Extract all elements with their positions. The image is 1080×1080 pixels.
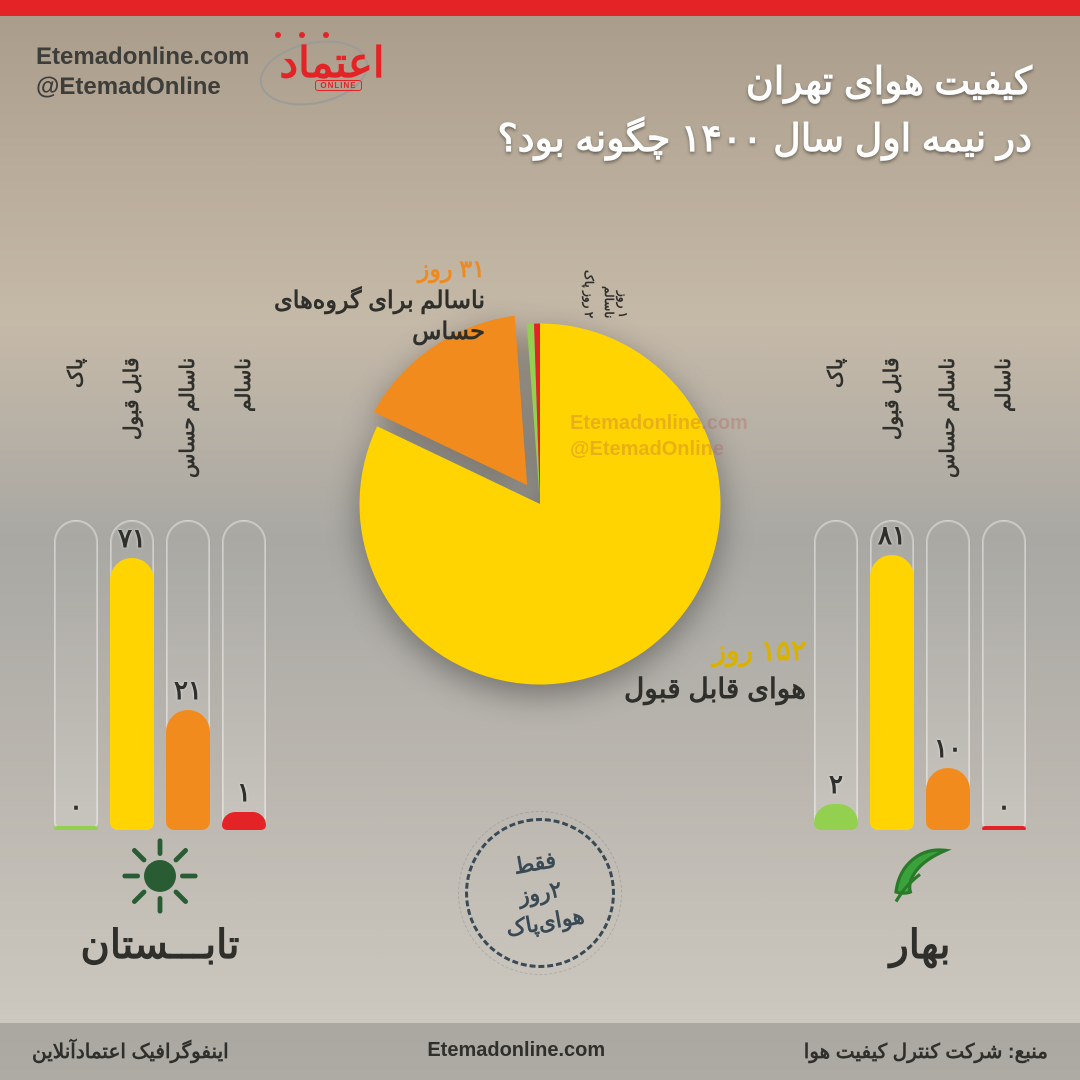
footer: منبع: شرکت کنترل کیفیت هوا Etemadonline.… [0,1023,1080,1080]
logo-glyph: اعتماد ONLINE [259,36,379,108]
stamp-l3: هوای‌پاک [504,901,587,944]
bar-value: ۱۰ [934,733,962,764]
title-line-1: کیفیت هوای تهران [497,54,1032,111]
bar-ok-summer: قابل قبول ۷۱ [106,358,158,830]
bar-value: ۰ [69,791,83,822]
bar-unhealthy-summer: ناسالم ۱ [218,358,270,830]
pie-label-clean: ۲ روز پاک [582,258,596,318]
bars-summer: پاک ۰ قابل قبول ۷۱ ناسالم حساس ۲۱ ناسالم… [40,358,280,830]
leaf-icon [880,836,960,916]
bar-label: پاک [824,358,848,508]
footer-center: Etemadonline.com [427,1039,605,1064]
pie-label-unhealthy: ۱ روز ناسالم [602,258,630,318]
page-title: کیفیت هوای تهران در نیمه اول سال ۱۴۰۰ چگ… [497,54,1032,168]
bars-spring: پاک ۲ قابل قبول ۸۱ ناسالم حساس ۱۰ ناسالم… [800,358,1040,830]
footer-source: منبع: شرکت کنترل کیفیت هوا [804,1039,1048,1064]
pie-chart: ۳۱ روز ناسالم برای گروه‌های حساس ۲ روز پ… [350,314,730,694]
bar-value: ۲۱ [174,675,202,706]
bar-label: ناسالم حساس [176,358,200,508]
bar-label: ناسالم [232,358,256,508]
bar-fill [926,768,970,830]
bar-fill [870,555,914,830]
bar-clean-summer: پاک ۰ [50,358,102,830]
bar-label: پاک [64,358,88,508]
bar-value: ۷۱ [118,523,146,554]
title-line-2: در نیمه اول سال ۱۴۰۰ چگونه بود؟ [497,111,1032,168]
stamp-l2: ۲روز [499,872,582,915]
bar-ok-spring: قابل قبول ۸۱ [866,358,918,830]
pie-label-sensitive: ۳۱ روز ناسالم برای گروه‌های حساس [274,254,485,348]
bar-fill [110,558,154,830]
bar-label: ناسالم [992,358,1016,508]
bar-label: قابل قبول [880,358,904,508]
bar-value: ۲ [829,769,843,800]
bar-unhealthy-spring: ناسالم ۰ [978,358,1030,830]
bar-fill [814,804,858,830]
bar-value: ۱ [237,777,251,808]
bar-fill [222,812,266,830]
stamp-l1: فقط [493,842,576,885]
pie-label-ok: ۱۵۲ روز هوای قابل قبول [624,632,806,708]
bar-fill [982,826,1026,830]
bar-sensitive-spring: ناسالم حساس ۱۰ [922,358,974,830]
logo-block: اعتماد ONLINE Etemadonline.com @EtemadOn… [36,36,379,108]
logo-handles: Etemadonline.com @EtemadOnline [36,42,249,102]
logo-site: Etemadonline.com [36,42,249,72]
watermark: Etemadonline.com @EtemadOnline [570,410,748,462]
season-title-summer: تابـــستان [40,922,280,968]
bar-label: ناسالم حساس [936,358,960,508]
logo-tag: ONLINE [315,80,361,91]
bar-sensitive-summer: ناسالم حساس ۲۱ [162,358,214,830]
sun-icon [120,836,200,916]
bar-clean-spring: پاک ۲ [810,358,862,830]
footer-credit: اینفوگرافیک اعتمادآنلاین [32,1039,229,1064]
bar-value: ۰ [997,791,1011,822]
top-red-bar [0,0,1080,16]
bar-label: قابل قبول [120,358,144,508]
bar-value: ۸۱ [878,520,906,551]
season-title-spring: بهار [800,922,1040,968]
bar-fill [54,826,98,830]
bar-fill [166,710,210,830]
logo-handle: @EtemadOnline [36,72,249,102]
stamp: فقط ۲روز هوای‌پاک [453,806,627,980]
